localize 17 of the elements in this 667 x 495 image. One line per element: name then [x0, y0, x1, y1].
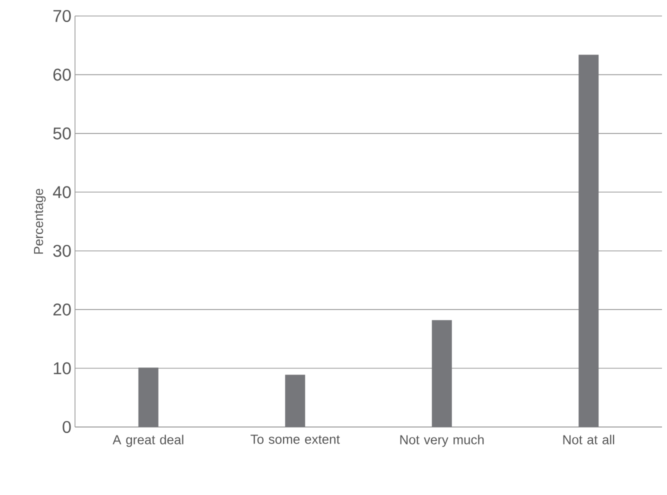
bar: [138, 368, 158, 427]
x-tick-label: Not very much: [400, 434, 484, 447]
x-tick-label: Not at all: [563, 434, 614, 444]
y-tick-label: 70: [53, 10, 71, 22]
bar: [432, 320, 452, 427]
y-tick-label: 50: [53, 127, 71, 140]
x-tick-label: To some extent: [250, 434, 340, 444]
y-tick-label: 60: [53, 68, 71, 81]
y-tick-label: 20: [53, 304, 71, 316]
x-tick-label: A great deal: [112, 434, 184, 447]
y-tick-label: 0: [62, 420, 71, 434]
y-tick-label: 40: [52, 186, 71, 198]
y-tick-label: 10: [54, 362, 71, 374]
bar: [578, 54, 599, 427]
bar: [285, 374, 306, 427]
y-axis-title: Percentage: [34, 188, 46, 254]
y-tick-label: 30: [53, 244, 71, 257]
